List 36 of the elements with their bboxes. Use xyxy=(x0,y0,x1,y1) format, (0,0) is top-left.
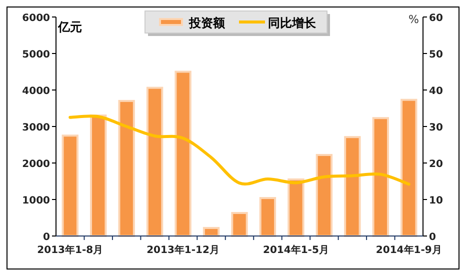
y-tick-label: 4000 xyxy=(22,86,50,97)
bar xyxy=(259,197,276,237)
bar xyxy=(146,86,164,237)
y2-axis-title: % xyxy=(408,13,419,26)
bar xyxy=(316,154,333,237)
y-tick-label: 1000 xyxy=(22,196,50,206)
bar xyxy=(372,117,389,237)
bar xyxy=(90,114,107,237)
y2-tick-label: 20 xyxy=(429,159,443,170)
legend-label: 投资额 xyxy=(188,16,226,30)
bar xyxy=(118,100,135,237)
y2-tick-label: 50 xyxy=(429,50,443,60)
bar xyxy=(202,226,220,237)
bar xyxy=(344,136,361,237)
y2-tick-label: 60 xyxy=(429,13,443,24)
bar xyxy=(231,212,248,237)
x-tick-label: 2013年1-8月 xyxy=(37,244,104,256)
y-tick-label: 3000 xyxy=(22,122,50,134)
bar xyxy=(62,134,78,237)
x-tick-label: 2014年1-9月 xyxy=(376,244,442,256)
x-tick-label: 2013年1-12月 xyxy=(146,244,220,256)
y2-tick-label: 0 xyxy=(429,232,436,243)
y2-tick-label: 30 xyxy=(429,122,443,134)
bar xyxy=(174,70,192,237)
line-series xyxy=(68,114,410,186)
y2-tick-label: 40 xyxy=(429,86,443,97)
y2-tick-label: 10 xyxy=(429,196,443,206)
bar xyxy=(288,178,304,237)
y-tick-label: 2000 xyxy=(22,159,50,170)
y-tick-label: 0 xyxy=(43,232,50,243)
y-tick-label: 6000 xyxy=(22,13,50,24)
legend-label: 同比增长 xyxy=(268,16,317,30)
y-axis-title: 亿元 xyxy=(57,20,82,34)
y-tick-label: 5000 xyxy=(22,50,50,60)
x-tick-label: 2014年1-5月 xyxy=(263,244,329,256)
bar xyxy=(400,98,418,237)
